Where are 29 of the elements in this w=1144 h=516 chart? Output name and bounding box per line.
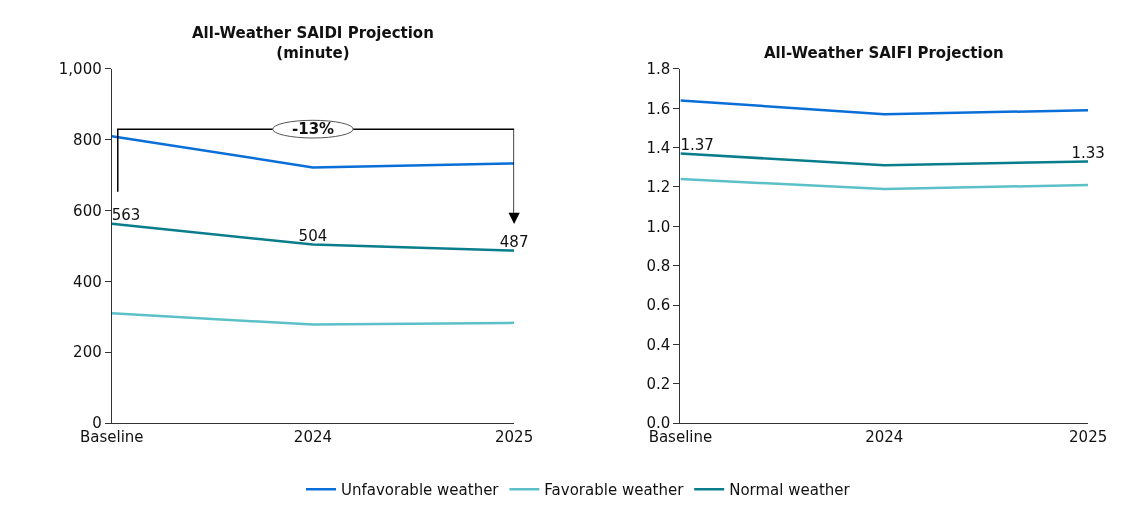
legend-label: Unfavorable weather: [341, 481, 500, 500]
y-tick-label: 200: [73, 343, 102, 362]
data-label: 1.33: [1071, 143, 1105, 162]
data-label: 563: [111, 205, 141, 224]
x-tick-label: 2025: [495, 428, 534, 447]
y-tick-label: 1.2: [646, 178, 671, 197]
data-label: 504: [298, 226, 328, 245]
y-tick-label: 0.6: [646, 296, 671, 315]
y-tick-label: 1.6: [646, 99, 671, 118]
chart-title: All-Weather SAIDI Projection (minute): [192, 24, 434, 62]
y-tick-label: 0.2: [646, 374, 671, 393]
x-tick-label: 2024: [293, 428, 333, 447]
data-label: 1.37: [680, 135, 714, 154]
y-tick-label: 800: [73, 131, 102, 150]
y-tick-label: 0.4: [646, 335, 671, 354]
annotation: -13%: [292, 120, 335, 138]
y-tick-label: 600: [73, 201, 102, 220]
legend-label: Favorable weather: [544, 481, 685, 500]
y-tick-label: 1,000: [58, 60, 102, 79]
legend-label: Normal weather: [729, 481, 851, 500]
chart-title: All-Weather SAIFI Projection: [764, 44, 1004, 62]
y-tick-label: 0.8: [646, 256, 671, 275]
x-tick-label: 2024: [865, 428, 904, 447]
data-label: 487: [499, 232, 529, 251]
y-tick-label: 1.0: [646, 217, 671, 236]
y-tick-label: 400: [73, 272, 102, 291]
y-tick-label: 1.8: [646, 60, 671, 79]
y-tick-label: 1.4: [646, 138, 671, 157]
x-tick-label: 2025: [1069, 428, 1108, 447]
